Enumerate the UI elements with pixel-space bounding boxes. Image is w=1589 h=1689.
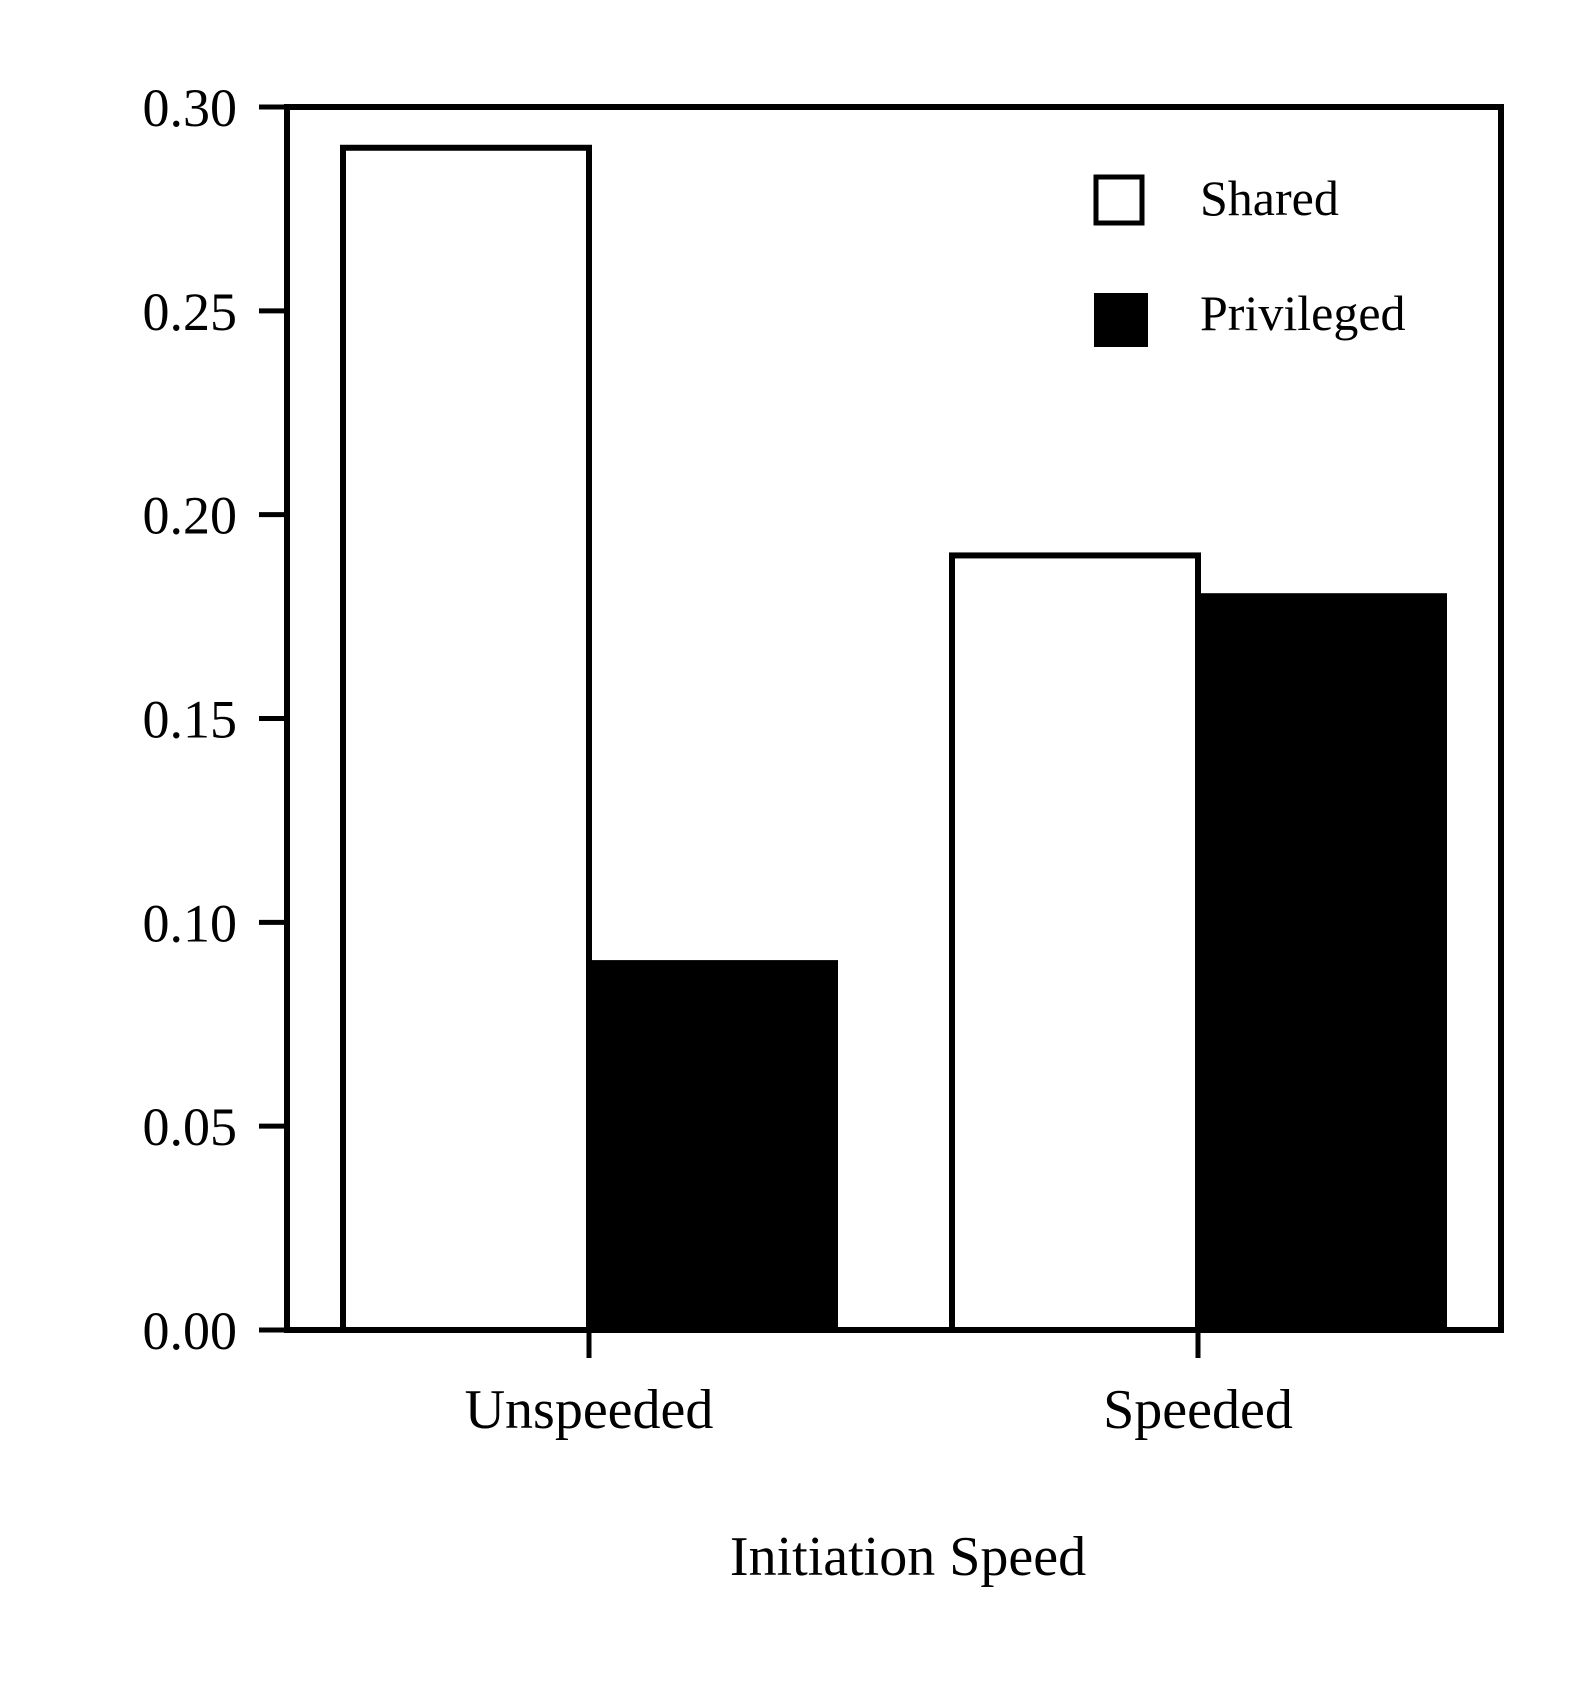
legend-swatch-shared [1093, 174, 1145, 226]
y-axis-ticks: 0.00 0.05 0.10 0.15 0.20 0.25 0.30 [143, 78, 287, 1361]
bar-privileged-unspeeded [586, 960, 838, 1333]
x-axis-ticks: Unspeeded Speeded [465, 1330, 1293, 1441]
bar-privileged-speeded [1195, 593, 1447, 1333]
x-category-label: Unspeeded [465, 1379, 714, 1441]
y-tick-label: 0.05 [143, 1097, 238, 1157]
bar-shared-unspeeded [340, 144, 592, 1333]
plot-frame [284, 104, 1504, 1333]
bar-shared-speeded [949, 552, 1201, 1333]
legend-swatch-privileged [1094, 293, 1148, 347]
y-tick-label: 0.25 [143, 282, 238, 342]
x-axis-title: Initiation Speed [730, 1526, 1086, 1588]
y-tick-label: 0.10 [143, 893, 238, 953]
y-tick-label: 0.15 [143, 690, 238, 750]
legend-label-privileged: Privileged [1200, 285, 1406, 341]
y-tick-label: 0.30 [143, 78, 238, 138]
x-category-label: Speeded [1103, 1379, 1293, 1441]
y-tick-label: 0.00 [143, 1301, 238, 1361]
y-tick-label: 0.20 [143, 486, 238, 546]
legend: Shared Privileged [1093, 170, 1406, 347]
legend-label-shared: Shared [1200, 170, 1339, 226]
